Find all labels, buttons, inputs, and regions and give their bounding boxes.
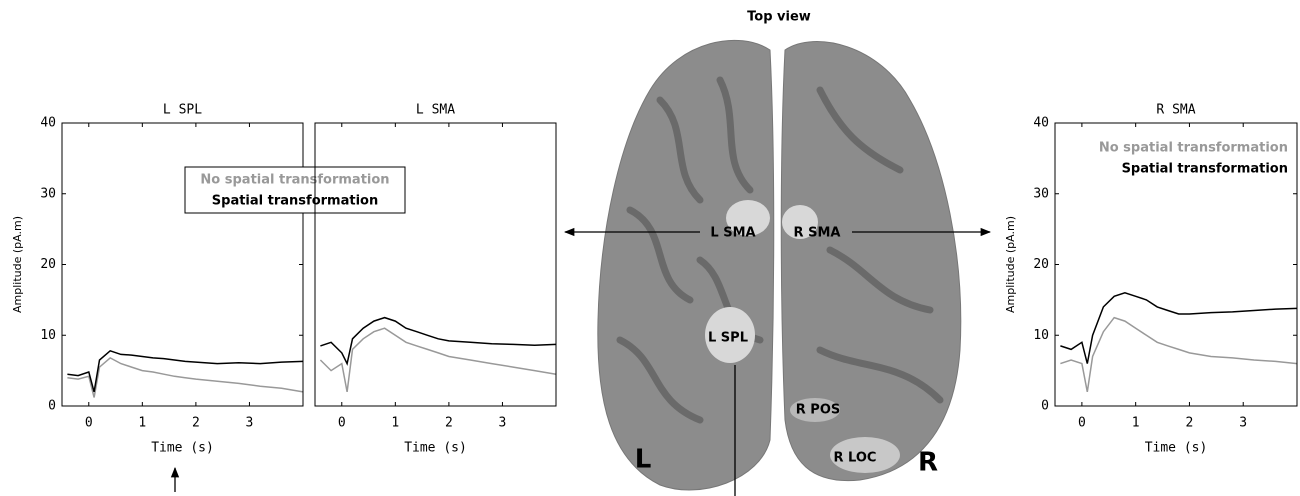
y-tick-label: 0 (1041, 399, 1049, 414)
y-tick-label: 40 (1033, 116, 1049, 131)
line-series (67, 349, 304, 393)
plot-frame (314, 122, 557, 407)
region-label: R SMA (794, 226, 841, 241)
x-tick-label: 3 (246, 416, 254, 431)
x-tick-label: 2 (1186, 416, 1194, 431)
x-tick-label: 2 (192, 416, 200, 431)
x-tick-label: 3 (499, 416, 507, 431)
chart-title: L SMA (416, 103, 455, 118)
y-tick-label: 30 (40, 186, 56, 201)
side-label: R (918, 448, 938, 478)
line-series (1060, 316, 1298, 393)
legend-label: No spatial transformation (200, 173, 389, 188)
y-tick-label: 10 (40, 328, 56, 343)
brain: Top view L SMA R SMA L SPL R POS R LOC L… (170, 10, 992, 496)
region-label: R LOC (834, 451, 877, 466)
x-axis-label: Time (s) (404, 441, 467, 456)
x-axis-label: Time (s) (151, 441, 214, 456)
x-tick-label: 0 (1078, 416, 1086, 431)
line-series (1060, 292, 1298, 364)
x-tick-label: 1 (1132, 416, 1140, 431)
x-tick-label: 0 (338, 416, 346, 431)
region-label: L SMA (710, 226, 755, 241)
legend-label: Spatial transformation (1122, 162, 1288, 177)
chart: 0 10 20 30 40 0 1 2 3 R SMA Time (s) Amplitude (pA.… (1004, 103, 1298, 456)
y-tick-label: 10 (1033, 328, 1049, 343)
chart-title: R SMA (1156, 103, 1195, 118)
y-tick-label: 30 (1033, 186, 1049, 201)
plot-frame (1054, 122, 1298, 407)
y-axis-label: Amplitude (pA.m) (11, 216, 24, 313)
x-tick-label: 2 (445, 416, 453, 431)
x-tick-label: 3 (1239, 416, 1247, 431)
y-tick-label: 20 (1033, 257, 1049, 272)
x-tick-label: 0 (85, 416, 93, 431)
y-tick-label: 20 (40, 257, 56, 272)
legend: No spatial transformation Spatial transfo… (1099, 141, 1288, 177)
chart: 0 1 2 3 L SMA Time (s) (314, 103, 557, 456)
legend: No spatial transformation Spatial transfo… (184, 166, 406, 214)
x-tick-label: 1 (391, 416, 399, 431)
plot-frame (61, 122, 304, 407)
x-tick-label: 1 (138, 416, 146, 431)
line-series (67, 356, 304, 398)
y-tick-label: 0 (48, 399, 56, 414)
x-axis-label: Time (s) (1145, 441, 1208, 456)
y-axis-label: Amplitude (pA.m) (1004, 216, 1017, 313)
line-series (319, 327, 557, 393)
legend-label: Spatial transformation (212, 194, 378, 209)
chart-title: L SPL (163, 103, 202, 118)
side-label: L (635, 445, 652, 475)
line-series (320, 316, 557, 366)
legend-label: No spatial transformation (1099, 141, 1288, 156)
region-label: R POS (796, 403, 840, 418)
region-label: L SPL (708, 331, 748, 346)
legend-frame (184, 166, 406, 214)
y-tick-label: 40 (40, 116, 56, 131)
brain-title: Top view (747, 10, 811, 25)
